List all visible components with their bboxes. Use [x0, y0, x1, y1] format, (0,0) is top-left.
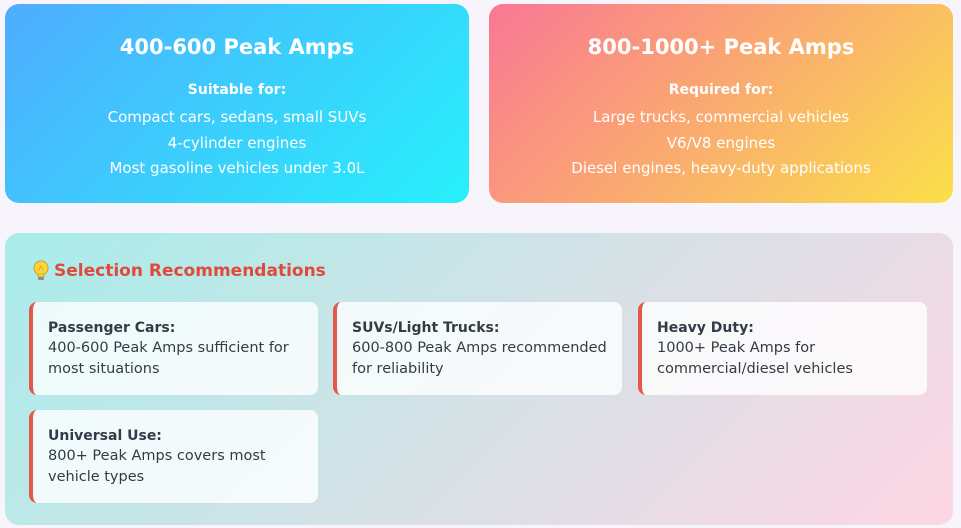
card-list: Large trucks, commercial vehicles V6/V8 …	[489, 105, 953, 182]
card-subtitle: Suitable for:	[187, 82, 287, 98]
recommendation-title: Universal Use:	[48, 428, 162, 444]
recommendation-title: Heavy Duty:	[657, 320, 754, 336]
selection-recommendations-panel: Selection Recommendations Passenger Cars…	[5, 233, 953, 525]
card-list-item: Diesel engines, heavy-duty applications	[571, 159, 871, 177]
panel-title: Selection Recommendations	[31, 259, 326, 283]
recommendation-title: SUVs/Light Trucks:	[352, 320, 500, 336]
recommendation-desc: 800+ Peak Amps covers most vehicle types	[48, 448, 266, 485]
card-list-item: V6/V8 engines	[666, 133, 776, 152]
card-list-item: Compact cars, sedans, small SUVs	[107, 108, 367, 126]
card-title: 800-1000+ Peak Amps	[587, 35, 855, 59]
panel-title-text: Selection Recommendations	[54, 261, 326, 281]
card-list: Compact cars, sedans, small SUVs 4-cylin…	[5, 105, 469, 182]
recommendation-title: Passenger Cars:	[48, 320, 176, 336]
card-list-item: Large trucks, commercial vehicles	[592, 108, 850, 126]
recommendation-heavy-duty: Heavy Duty: 1000+ Peak Amps for commerci…	[638, 302, 927, 395]
recommendation-desc: 400-600 Peak Amps sufficient for most si…	[48, 340, 289, 377]
recommendation-passenger-cars: Passenger Cars: 400-600 Peak Amps suffic…	[29, 302, 318, 395]
recommendation-desc: 1000+ Peak Amps for commercial/diesel ve…	[657, 340, 853, 377]
amps-card-800-1000: 800-1000+ Peak Amps Required for: Large …	[489, 4, 953, 203]
amps-card-400-600: 400-600 Peak Amps Suitable for: Compact …	[5, 4, 469, 203]
recommendation-desc: 600-800 Peak Amps recommended for reliab…	[352, 340, 607, 377]
card-title: 400-600 Peak Amps	[119, 35, 355, 59]
recommendation-suvs-light-trucks: SUVs/Light Trucks: 600-800 Peak Amps rec…	[333, 302, 622, 395]
card-list-item: Most gasoline vehicles under 3.0L	[109, 159, 365, 177]
card-list-item: 4-cylinder engines	[167, 133, 307, 152]
lightbulb-icon	[33, 260, 49, 280]
card-subtitle: Required for:	[668, 82, 774, 98]
recommendation-universal-use: Universal Use: 800+ Peak Amps covers mos…	[29, 410, 318, 503]
